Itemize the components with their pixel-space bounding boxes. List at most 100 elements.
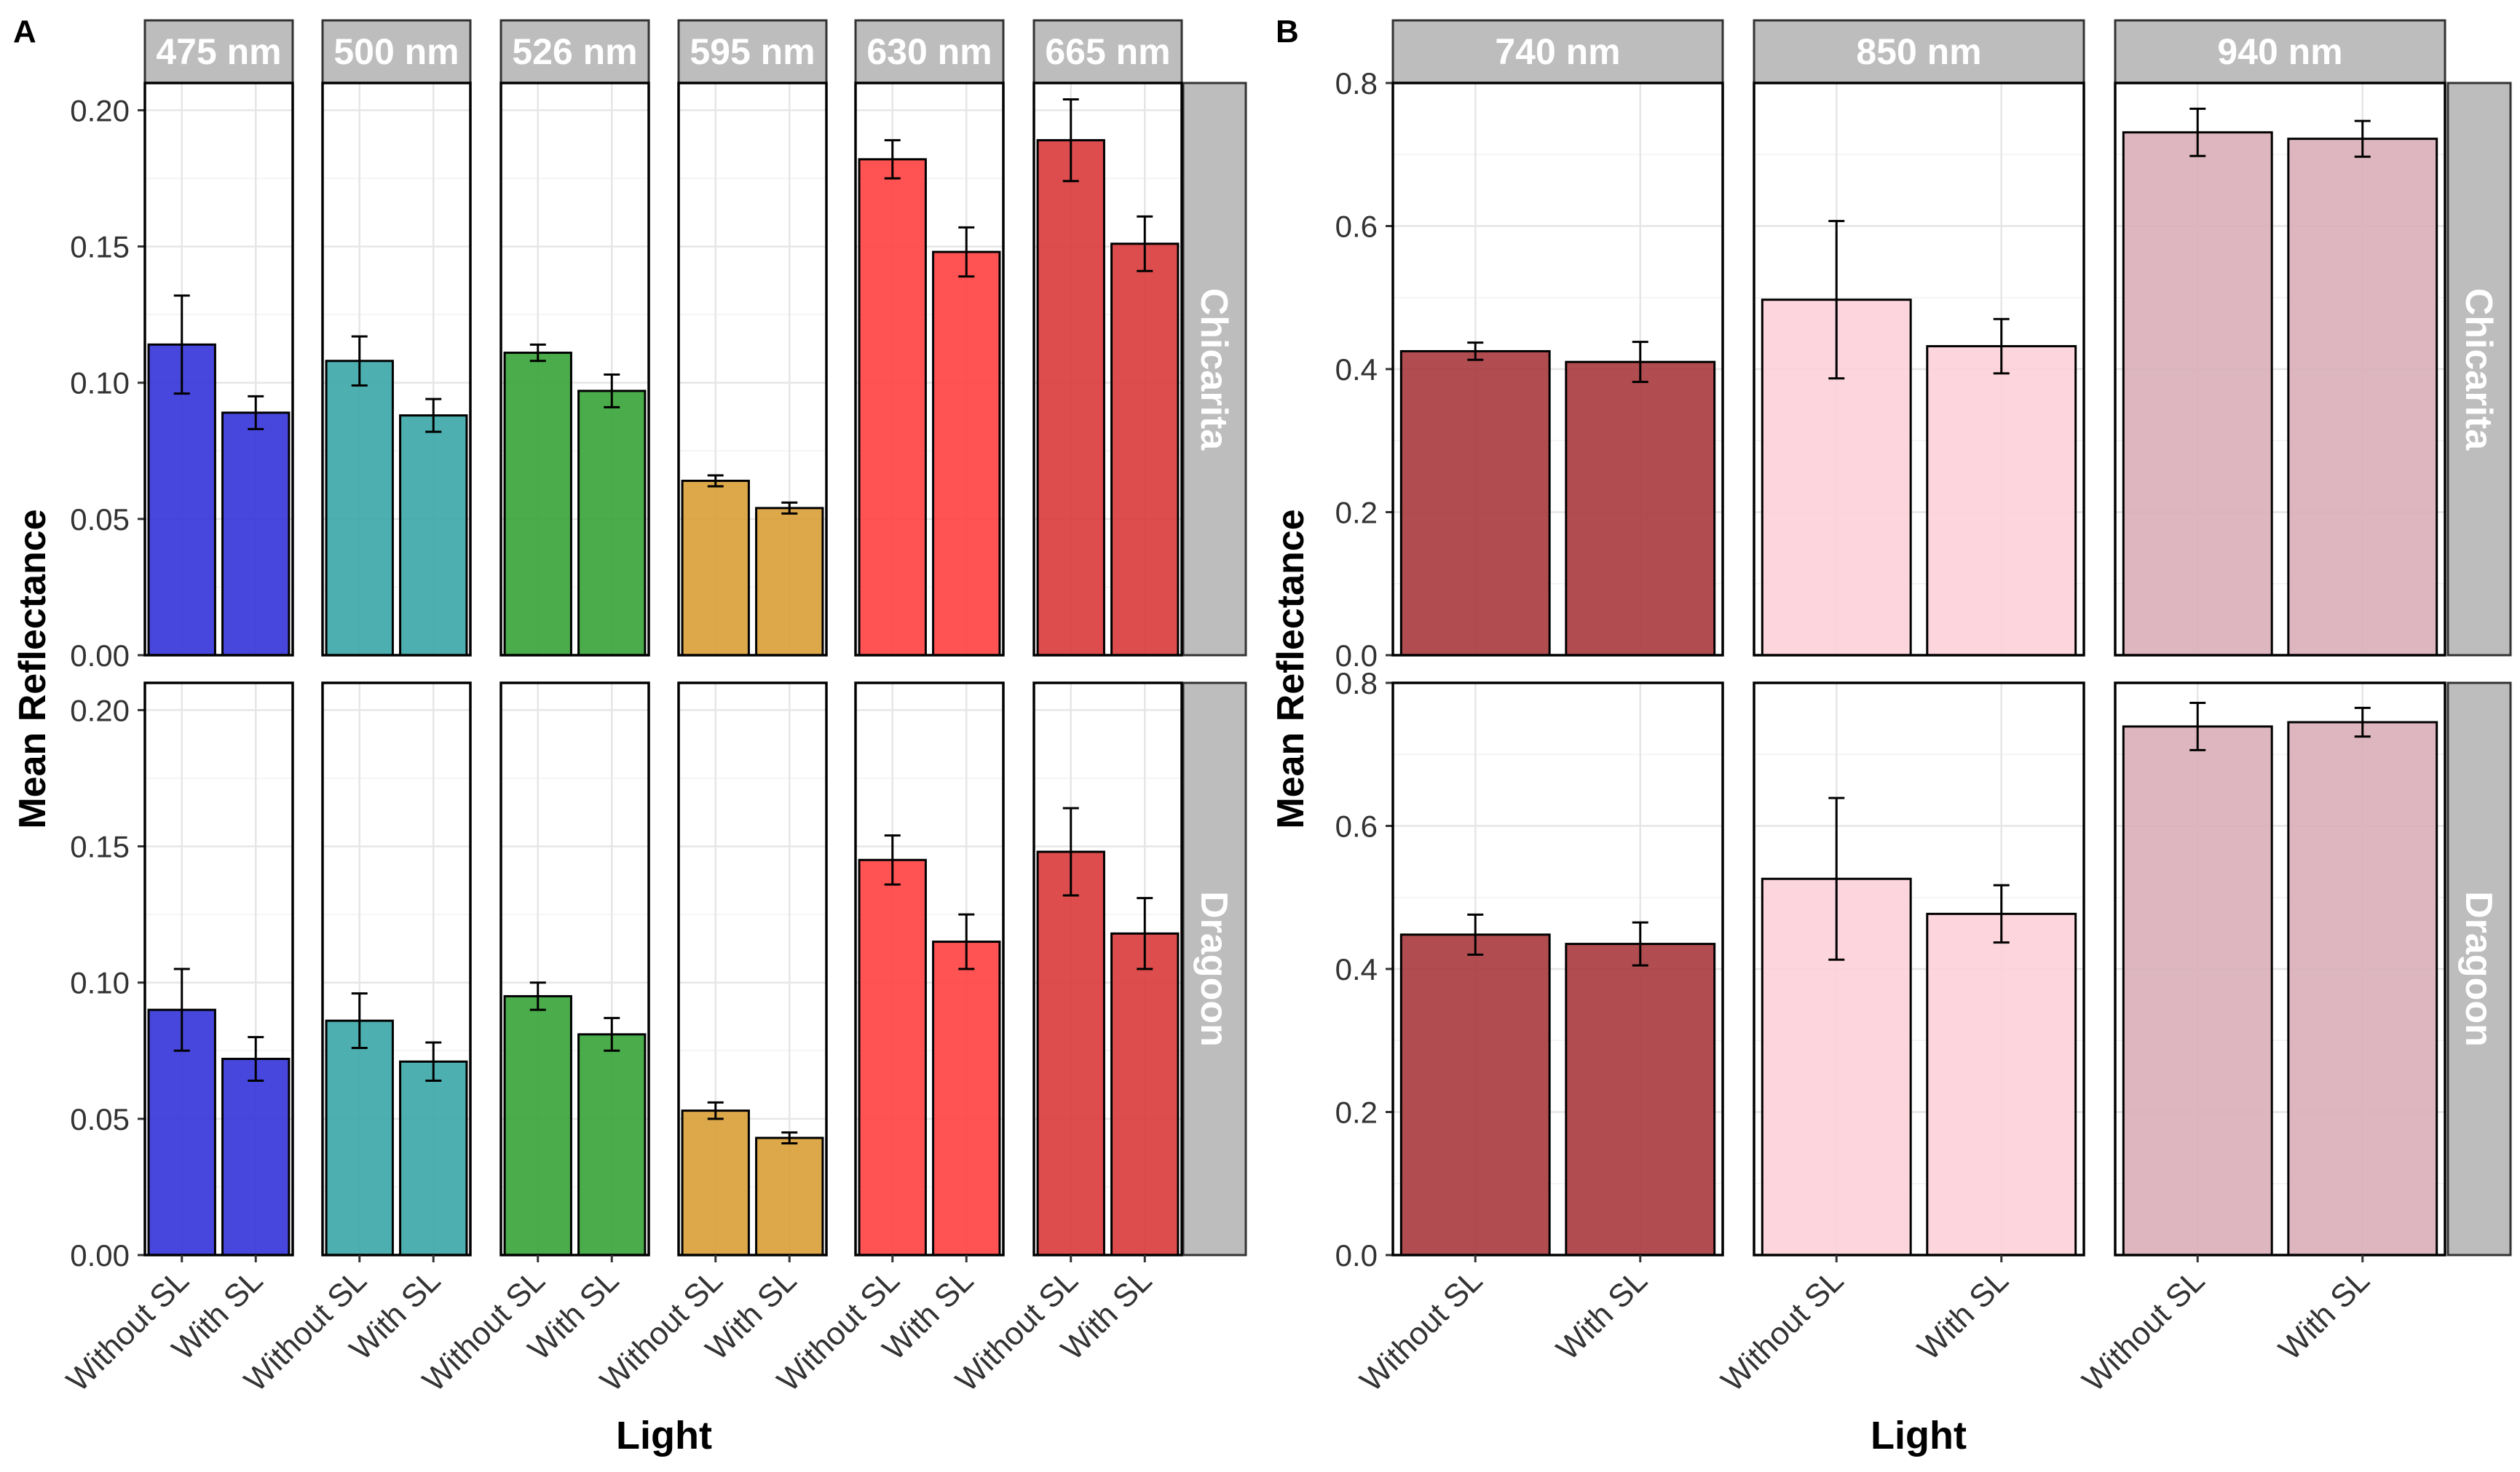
row-strip-label-1: Dragoon bbox=[2457, 891, 2500, 1047]
panel-border-1-0 bbox=[143, 681, 294, 1257]
bar-1-1-1 bbox=[1926, 912, 2077, 1257]
column-strip-1 bbox=[1753, 19, 2085, 84]
column-strip-3 bbox=[677, 19, 828, 84]
panel-border-0-2 bbox=[499, 82, 650, 657]
panel-border-1-2 bbox=[499, 681, 650, 1257]
column-strip-label-2: 526 nm bbox=[512, 31, 637, 72]
column-strip-label-3: 595 nm bbox=[690, 31, 815, 72]
bar-0-3-1 bbox=[755, 507, 824, 657]
panel-border-0-2 bbox=[2114, 82, 2446, 657]
panel-border-0-3 bbox=[677, 82, 828, 657]
bar-1-2-1 bbox=[577, 1033, 647, 1257]
panel-border-1-3 bbox=[677, 681, 828, 1257]
column-strip-label-4: 630 nm bbox=[866, 31, 992, 72]
y-tick-label-1-3: 0.15 bbox=[70, 830, 130, 864]
x-axis-title: Light bbox=[1871, 1414, 1967, 1457]
y-tick-label-0-2: 0.10 bbox=[70, 366, 130, 400]
bar-1-4-0 bbox=[858, 858, 927, 1257]
column-strip-label-0: 740 nm bbox=[1495, 31, 1620, 72]
bar-0-2-1 bbox=[577, 389, 647, 657]
panel-border-0-5 bbox=[1032, 82, 1183, 657]
y-tick-label-1-2: 0.4 bbox=[1335, 952, 1378, 986]
y-tick-label-1-1: 0.2 bbox=[1335, 1096, 1378, 1130]
panel-b-letter: B bbox=[1276, 14, 1299, 50]
x-tick-label-2-1: With SL bbox=[2272, 1262, 2377, 1367]
bar-0-0-1 bbox=[221, 411, 291, 657]
y-axis-title: Mean Reflectance bbox=[1270, 509, 1312, 828]
bar-1-2-0 bbox=[503, 994, 572, 1257]
row-strip-0 bbox=[1182, 82, 1247, 657]
y-tick-label-1-2: 0.10 bbox=[70, 966, 130, 1000]
row-strip-1 bbox=[1182, 681, 1247, 1257]
bar-0-0-0 bbox=[1399, 349, 1551, 657]
y-tick-label-1-4: 0.8 bbox=[1335, 666, 1378, 700]
y-tick-label-0-3: 0.6 bbox=[1335, 210, 1378, 244]
bar-1-5-0 bbox=[1036, 850, 1105, 1257]
column-strip-2 bbox=[2114, 19, 2446, 84]
bar-0-1-0 bbox=[325, 360, 394, 657]
bar-0-0-0 bbox=[147, 343, 216, 657]
x-tick-label-0-1: With SL bbox=[1549, 1262, 1654, 1367]
bar-0-4-0 bbox=[858, 158, 927, 657]
y-tick-label-0-4: 0.8 bbox=[1335, 66, 1378, 100]
column-strip-label-0: 475 nm bbox=[156, 31, 281, 72]
chart-panel-b: 740 nm 850 nm 940 nm Chicarita 0.0 0.2 0.4 0.6 0… bbox=[1270, 19, 2512, 1457]
y-axis-title: Mean Reflectance bbox=[12, 509, 54, 828]
row-strip-label-0: Chicarita bbox=[1193, 288, 1235, 451]
bar-1-0-0 bbox=[1399, 933, 1551, 1257]
y-tick-label-0-3: 0.15 bbox=[70, 230, 130, 264]
column-strip-label-1: 850 nm bbox=[1856, 31, 1981, 72]
bar-0-1-1 bbox=[1926, 345, 2077, 657]
bar-1-1-0 bbox=[325, 1019, 394, 1257]
bar-0-2-0 bbox=[503, 352, 572, 657]
bar-0-3-0 bbox=[681, 479, 750, 657]
row-strip-label-1: Dragoon bbox=[1193, 891, 1235, 1047]
column-strip-label-5: 665 nm bbox=[1045, 31, 1170, 72]
bar-1-0-1 bbox=[221, 1058, 291, 1257]
panel-border-1-2 bbox=[2114, 681, 2446, 1257]
panel-border-0-4 bbox=[854, 82, 1005, 657]
bar-0-2-0 bbox=[2122, 131, 2273, 657]
panel-border-0-1 bbox=[1753, 82, 2085, 657]
panel-border-1-0 bbox=[1391, 681, 1724, 1257]
bar-1-5-1 bbox=[1110, 932, 1180, 1257]
bar-0-5-0 bbox=[1036, 139, 1105, 657]
bar-0-1-1 bbox=[399, 414, 468, 657]
panel-border-0-0 bbox=[1391, 82, 1724, 657]
column-strip-0 bbox=[143, 19, 294, 84]
x-tick-label-2-0: Without SL bbox=[2075, 1262, 2211, 1398]
column-strip-5 bbox=[1032, 19, 1183, 84]
x-tick-label-1-0: Without SL bbox=[1714, 1262, 1850, 1398]
panel-border-1-1 bbox=[321, 681, 472, 1257]
panel-border-1-4 bbox=[854, 681, 1005, 1257]
x-tick-label-1-1: With SL bbox=[1911, 1262, 2015, 1367]
column-strip-label-1: 500 nm bbox=[333, 31, 459, 72]
panel-border-1-1 bbox=[1753, 681, 2085, 1257]
y-tick-label-0-1: 0.05 bbox=[70, 502, 130, 537]
y-tick-label-0-0: 0.00 bbox=[70, 638, 130, 673]
bar-1-3-0 bbox=[681, 1109, 750, 1257]
bar-0-5-1 bbox=[1110, 242, 1180, 657]
column-strip-1 bbox=[321, 19, 472, 84]
bar-1-2-1 bbox=[2287, 721, 2438, 1257]
y-tick-label-1-0: 0.00 bbox=[70, 1238, 130, 1273]
bar-1-0-1 bbox=[1565, 943, 1716, 1257]
y-tick-label-0-1: 0.2 bbox=[1335, 496, 1378, 530]
x-tick-label-0-0: Without SL bbox=[1353, 1262, 1489, 1398]
panel-border-0-0 bbox=[143, 82, 294, 657]
x-axis-title: Light bbox=[616, 1414, 712, 1457]
chart-panel-a: 475 nm 500 nm 526 nm 595 nm 630 nm 665 nm Chic… bbox=[12, 19, 1247, 1457]
y-tick-label-0-4: 0.20 bbox=[70, 93, 130, 127]
column-strip-label-2: 940 nm bbox=[2217, 31, 2342, 72]
x-tick-label-0-0: Without SL bbox=[60, 1262, 196, 1398]
row-strip-1 bbox=[2446, 681, 2512, 1257]
y-tick-label-0-0: 0.0 bbox=[1335, 638, 1378, 673]
y-tick-label-1-4: 0.20 bbox=[70, 693, 130, 727]
row-strip-label-0: Chicarita bbox=[2457, 288, 2500, 451]
panel-a-letter: A bbox=[13, 14, 36, 50]
bar-1-3-1 bbox=[755, 1136, 824, 1257]
bar-1-1-1 bbox=[399, 1060, 468, 1257]
panel-border-0-1 bbox=[321, 82, 472, 657]
bar-0-4-1 bbox=[932, 250, 1001, 657]
